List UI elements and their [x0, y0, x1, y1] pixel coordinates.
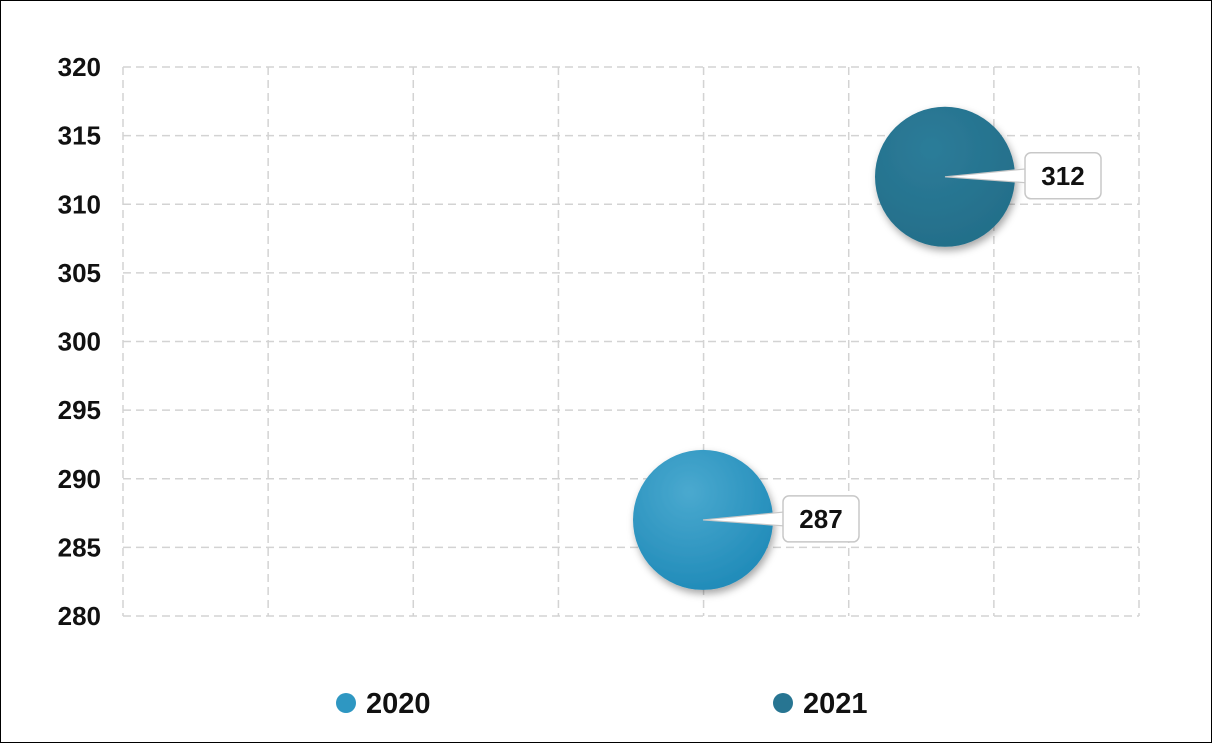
data-label-seam	[784, 510, 788, 528]
y-tick-label: 315	[58, 121, 101, 151]
y-tick-label: 320	[58, 52, 101, 82]
data-label-2020: 287	[799, 504, 842, 534]
y-tick-label: 295	[58, 395, 101, 425]
legend: 2020 2021	[336, 688, 868, 720]
y-tick-label: 290	[58, 464, 101, 494]
data-label-seam	[1026, 167, 1030, 185]
legend-label-2021[interactable]: 2021	[803, 688, 868, 720]
data-label-box	[1024, 152, 1102, 200]
y-tick-label: 310	[58, 189, 101, 219]
data-label-box	[782, 495, 860, 543]
y-tick-label: 280	[58, 601, 101, 631]
data-points: 287 312	[633, 106, 1102, 590]
y-tick-label: 285	[58, 532, 101, 562]
legend-label-2020[interactable]: 2020	[366, 688, 431, 720]
legend-marker-2021[interactable]	[773, 693, 793, 713]
legend-marker-2020[interactable]	[336, 693, 356, 713]
y-tick-label: 305	[58, 258, 101, 288]
y-axis: 320 315 310 305 300 295 290 285 280	[58, 52, 101, 631]
data-label-2021: 312	[1041, 161, 1084, 191]
y-tick-label: 300	[58, 327, 101, 357]
